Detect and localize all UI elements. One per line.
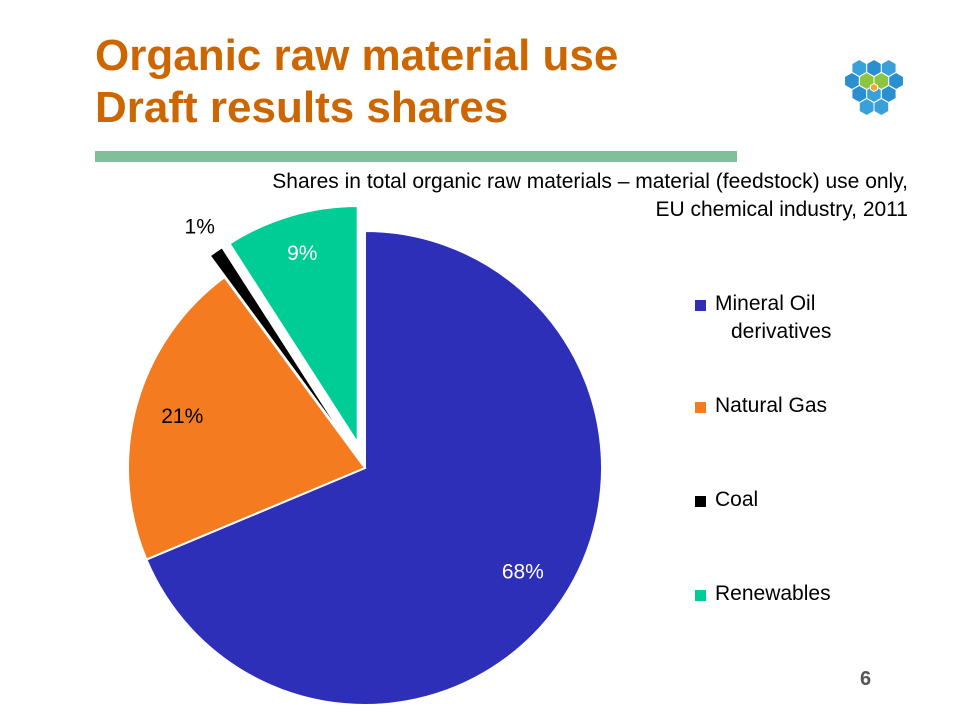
pie-slice-mineral-oil <box>145 229 603 706</box>
legend-label-mineral-oil: Mineral Oil derivatives <box>715 292 832 343</box>
subtitle-line-1: Shares in total organic raw materials – … <box>272 170 908 193</box>
data-label-renewables: 9% <box>287 242 317 265</box>
pie-slice-renewables <box>228 205 359 447</box>
title-line-1: Organic raw material use <box>95 31 619 80</box>
legend-swatch-natural-gas <box>695 402 706 413</box>
legend-label-renewables: Renewables <box>715 582 831 605</box>
pie-slice-natural-gas <box>127 275 367 561</box>
pie-slice-coal <box>208 245 352 448</box>
chart-subtitle: Shares in total organic raw materials – … <box>90 168 908 224</box>
legend-swatch-mineral-oil <box>695 300 706 311</box>
legend-label-natural-gas: Natural Gas <box>715 394 828 417</box>
legend-label-coal: Coal <box>715 488 759 511</box>
data-label-coal: 1% <box>185 215 215 238</box>
subtitle-line-2: EU chemical industry, 2011 <box>655 198 908 221</box>
legend-swatch-coal <box>695 496 706 507</box>
title-line-2: Draft results shares <box>95 83 509 132</box>
page-number: 6 <box>860 668 872 690</box>
data-label-mineral-oil: 68% <box>502 561 544 584</box>
data-label-natural-gas: 21% <box>161 405 203 428</box>
slide-title: Organic raw material use Draft results s… <box>95 30 618 134</box>
legend-swatch-renewables <box>695 590 706 601</box>
hexagon-logo-icon <box>844 58 904 117</box>
title-underline <box>95 151 737 162</box>
